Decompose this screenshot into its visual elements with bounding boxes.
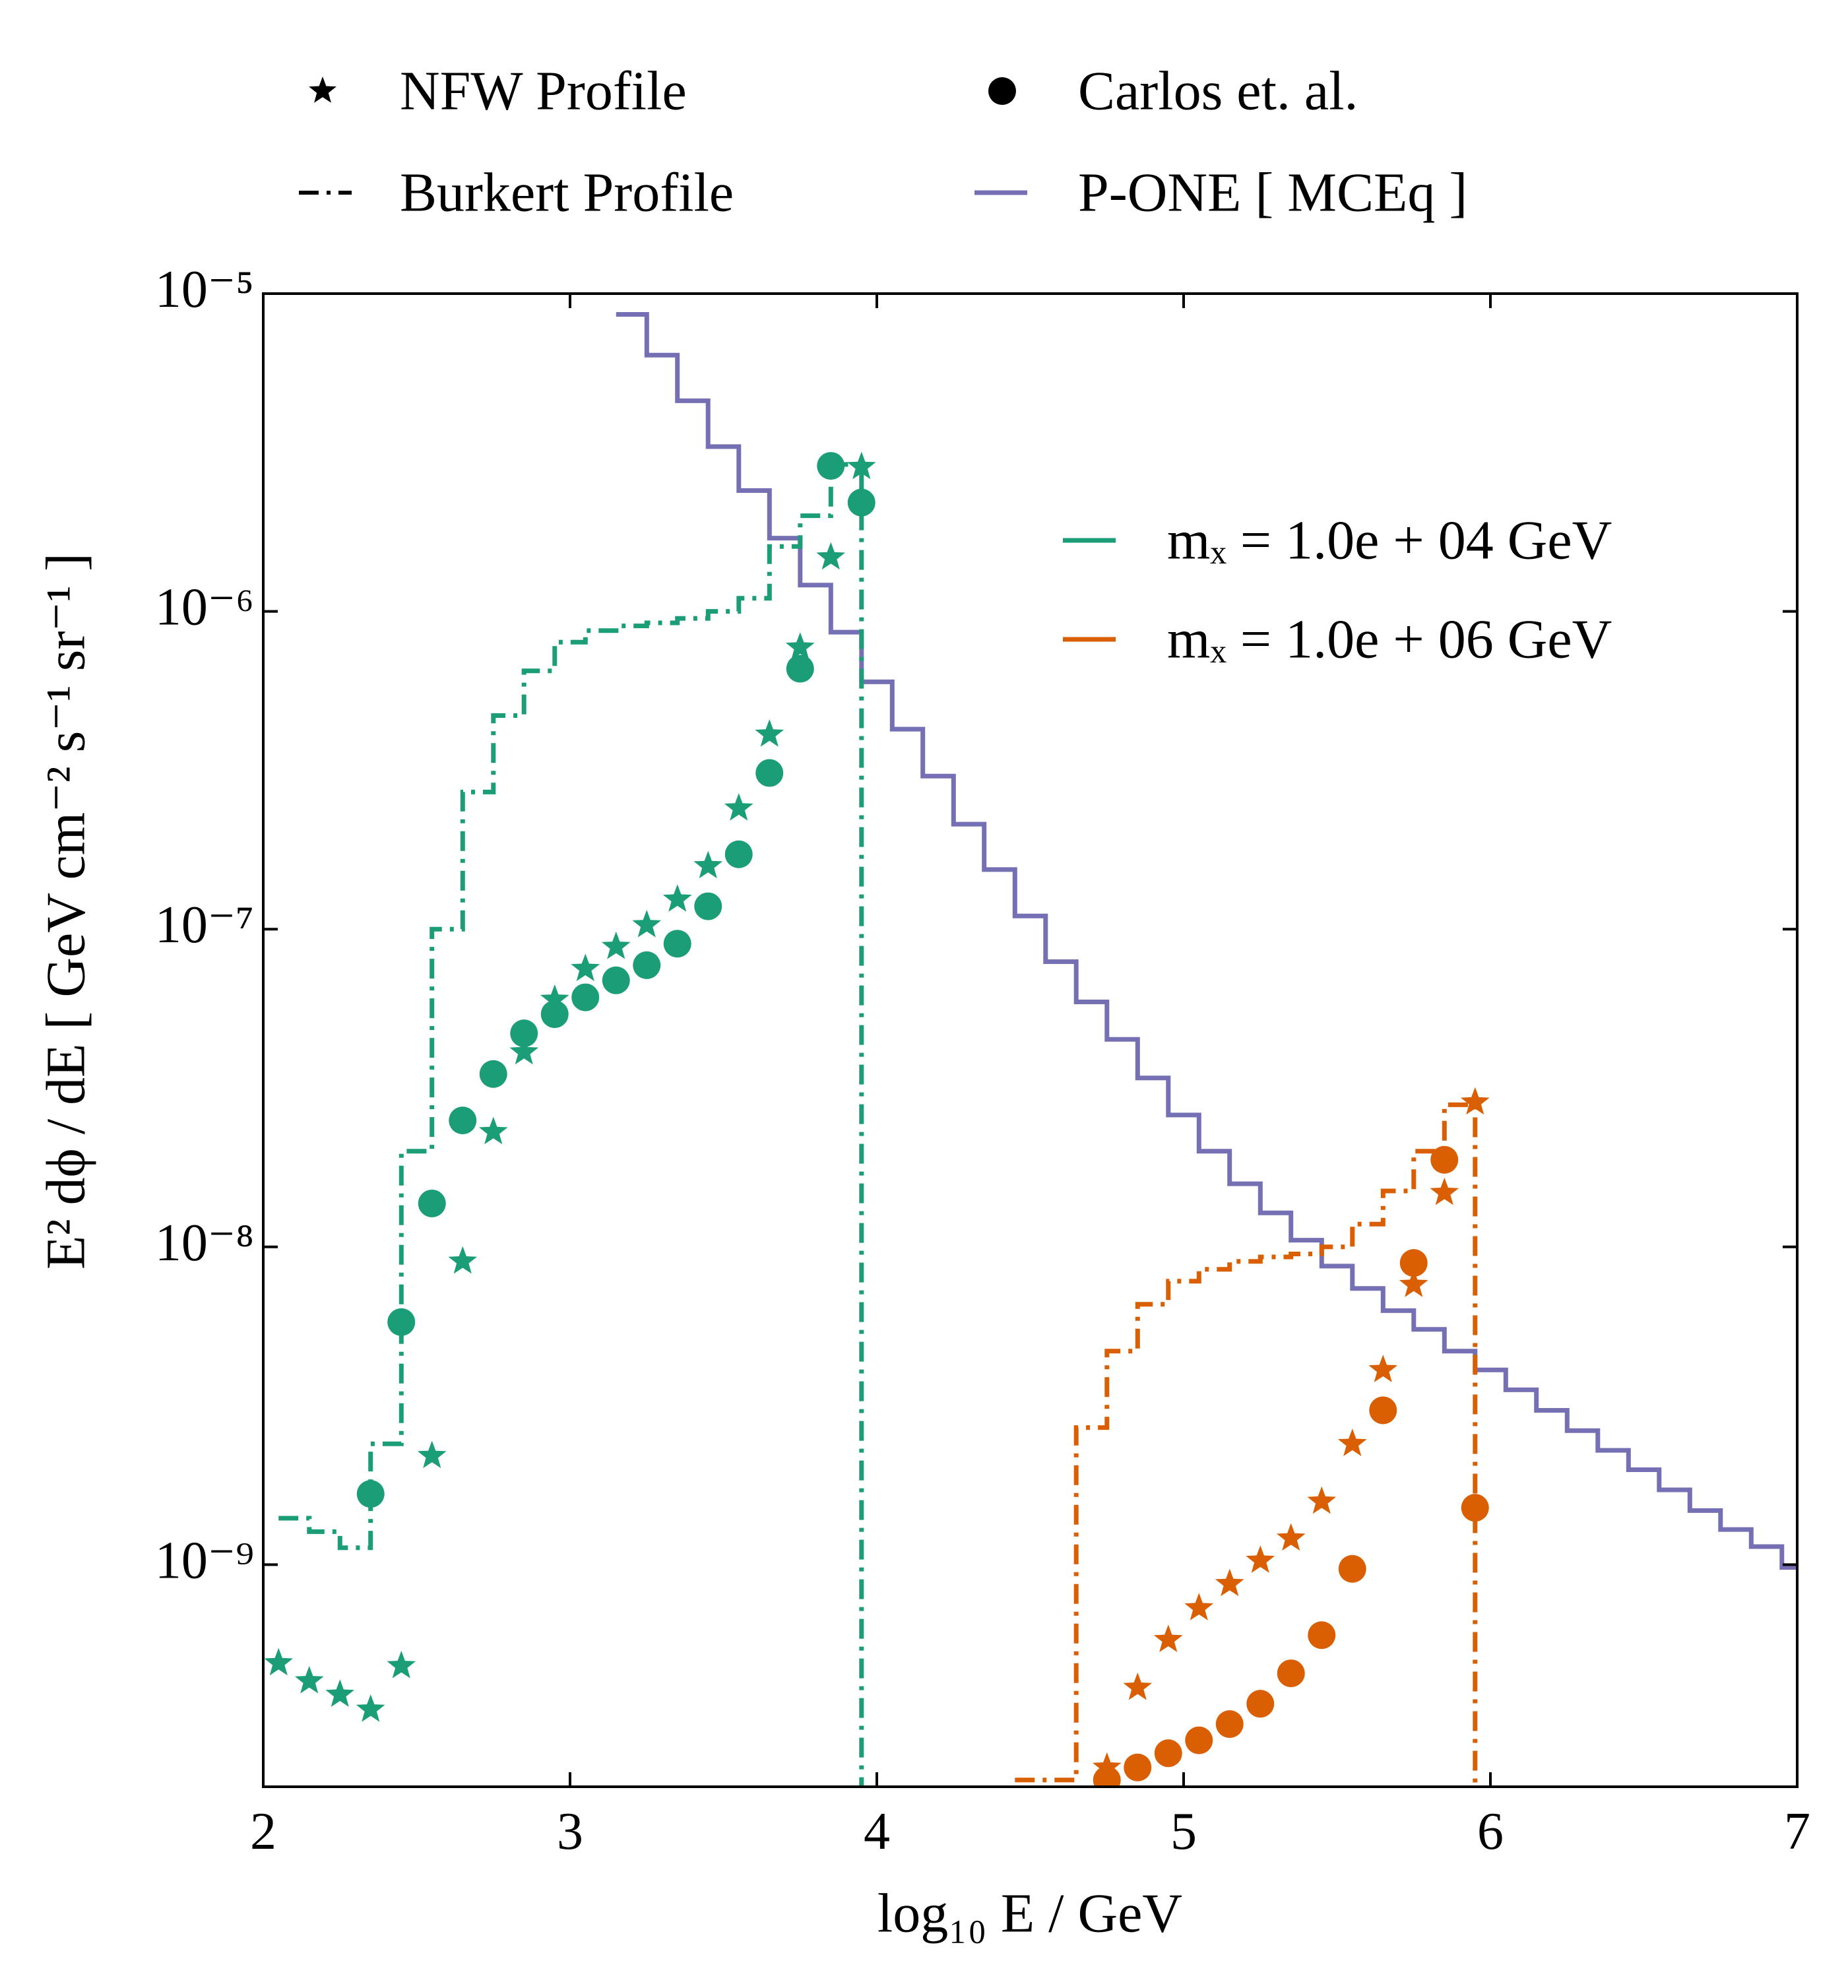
nfw-star (387, 1650, 416, 1679)
carlos-dot (479, 1060, 507, 1088)
nfw-star (540, 984, 569, 1012)
nfw-star (478, 1116, 508, 1145)
nfw-star (1430, 1177, 1459, 1205)
burkert-line (278, 462, 864, 1787)
plot-area (264, 312, 1797, 1787)
carlos-dot (663, 930, 691, 958)
carlos-dot (1093, 1766, 1121, 1787)
nfw-star (356, 1694, 385, 1722)
carlos-dot (1338, 1555, 1366, 1583)
nfw-star (1246, 1545, 1275, 1573)
nfw-star (571, 953, 600, 981)
nfw-star (755, 719, 784, 747)
x-tick-label: 3 (557, 1803, 583, 1861)
carlos-dot (602, 966, 630, 994)
nfw-star (601, 931, 631, 959)
nfw-star (417, 1440, 447, 1469)
pone-line (616, 312, 1797, 1570)
y-tick-label: 10⁻⁹ (155, 1531, 254, 1589)
nfw-star (1307, 1486, 1337, 1514)
nfw-star (509, 1037, 539, 1065)
x-axis-label: log₁₀ E / GeV (877, 1883, 1182, 1944)
mass-legend-label: mₓ = 1.0e + 06 GeV (1167, 609, 1612, 670)
y-tick-label: 10⁻⁸ (155, 1214, 254, 1272)
mass-legend-label: mₓ = 1.0e + 04 GeV (1167, 510, 1612, 571)
carlos-dot (847, 488, 876, 517)
carlos-dot (694, 892, 722, 920)
nfw-star (1123, 1672, 1153, 1700)
legend-label: NFW Profile (400, 61, 687, 122)
carlos-dot (1185, 1726, 1213, 1754)
nfw-star (724, 793, 753, 821)
burkert-line (1015, 1102, 1478, 1787)
carlos-dot (1215, 1710, 1244, 1738)
nfw-star (294, 1665, 324, 1694)
carlos-dot (387, 1308, 416, 1336)
legend-symbol (988, 77, 1016, 105)
carlos-dot (356, 1480, 385, 1508)
carlos-dot (510, 1019, 538, 1048)
carlos-dot (1154, 1739, 1182, 1768)
nfw-star (1337, 1428, 1367, 1456)
nfw-star (785, 632, 815, 660)
x-tick-label: 6 (1477, 1803, 1504, 1861)
nfw-star (264, 1648, 294, 1676)
carlos-dot (633, 951, 661, 979)
carlos-dot (1277, 1659, 1305, 1688)
nfw-star (1215, 1568, 1244, 1597)
nfw-star (693, 850, 723, 879)
nfw-star (662, 884, 692, 912)
legend-label: Carlos et. al. (1078, 61, 1358, 122)
carlos-dot (817, 452, 845, 480)
carlos-dot (571, 983, 600, 1011)
nfw-star (1399, 1269, 1428, 1297)
nfw-star (846, 451, 876, 480)
axes-frame (262, 292, 1799, 1788)
carlos-dot (1461, 1494, 1489, 1522)
nfw-star (816, 542, 846, 570)
carlos-dot (540, 1000, 569, 1029)
carlos-dot (418, 1189, 446, 1217)
nfw-star (632, 910, 662, 938)
y-axis-label: E² dϕ / dE [ GeV cm⁻² s⁻¹ sr⁻¹ ] (36, 553, 97, 1269)
carlos-dot (1308, 1621, 1336, 1650)
carlos-dot (786, 655, 814, 683)
nfw-star (1460, 1087, 1490, 1115)
carlos-dot (1124, 1753, 1152, 1781)
carlos-dot (449, 1106, 477, 1135)
nfw-star (448, 1246, 478, 1274)
x-tick-label: 7 (1784, 1803, 1810, 1861)
x-tick-label: 2 (250, 1803, 276, 1861)
y-tick-label: 10⁻⁷ (155, 896, 254, 954)
legend-symbol (309, 77, 336, 103)
carlos-dot (1399, 1249, 1428, 1277)
x-tick-label: 5 (1170, 1803, 1197, 1861)
carlos-dot (724, 840, 753, 868)
nfw-star (1184, 1593, 1214, 1620)
x-tick-label: 4 (864, 1803, 890, 1861)
nfw-star (325, 1679, 355, 1707)
carlos-dot (1430, 1145, 1459, 1174)
nfw-star (1092, 1752, 1122, 1780)
nfw-star (1368, 1355, 1398, 1382)
legend-label: P-ONE [ MCEq ] (1078, 162, 1467, 224)
carlos-dot (1369, 1396, 1397, 1425)
carlos-dot (1246, 1690, 1275, 1718)
nfw-star (1153, 1624, 1183, 1652)
nfw-star (1276, 1523, 1306, 1551)
legend-label: Burkert Profile (400, 162, 734, 224)
carlos-dot (755, 759, 784, 787)
y-tick-label: 10⁻⁶ (155, 579, 254, 637)
y-tick-label: 10⁻⁵ (155, 261, 254, 319)
